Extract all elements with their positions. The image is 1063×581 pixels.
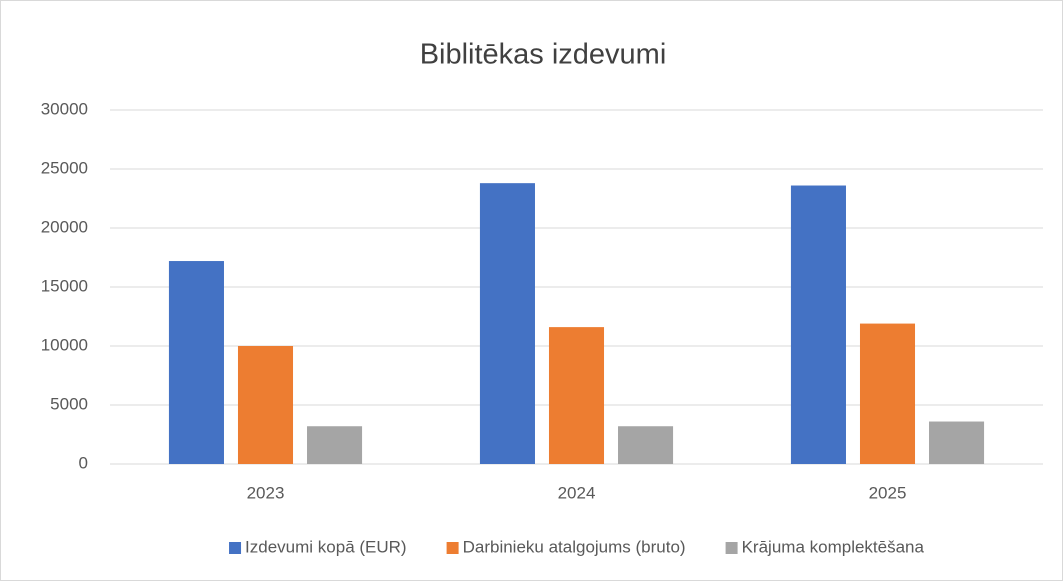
legend-swatch [229,542,242,554]
bar [618,426,674,464]
bar [790,185,846,464]
legend-swatch [446,542,459,554]
x-tick-label: 2023 [247,483,285,502]
bar [548,327,605,464]
legend-label: Izdevumi kopā (EUR) [245,537,407,556]
x-tick-label: 2025 [869,483,907,502]
y-tick-label: 15000 [41,276,88,295]
y-tick-label: 5000 [50,394,88,413]
bar [859,323,916,464]
bar [307,426,363,464]
y-tick-label: 0 [79,453,88,472]
legend-label: Darbinieku atalgojums (bruto) [463,537,686,556]
bar [479,183,535,464]
bar [237,346,294,464]
y-tick-label: 30000 [41,99,88,118]
x-tick-label: 2024 [558,483,596,502]
y-tick-label: 10000 [41,335,88,354]
y-tick-label: 20000 [41,217,88,236]
chart-title: Biblitēkas izdevumi [420,39,667,71]
bar [168,261,224,464]
bar [929,421,985,464]
y-tick-label: 25000 [41,158,88,177]
legend-label: Krājuma komplektēšana [742,537,925,556]
legend-swatch [725,542,738,554]
